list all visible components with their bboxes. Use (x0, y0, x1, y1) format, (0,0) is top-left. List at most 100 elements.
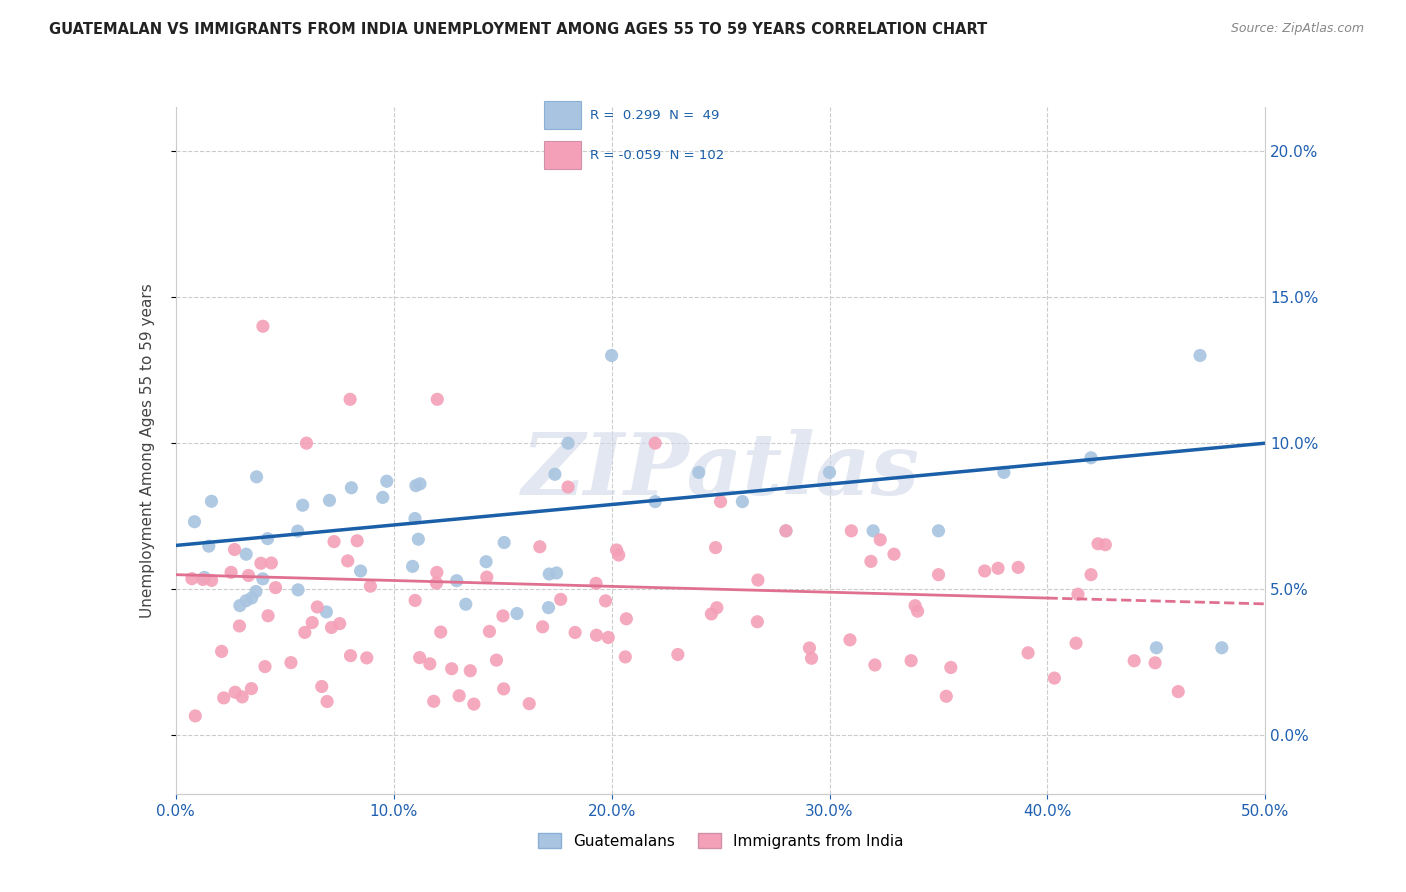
Point (323, 534, 346, 549)
Point (1211, 640, 1233, 655)
Point (301, 615, 323, 630)
Point (426, 566, 449, 580)
Point (614, 612, 637, 626)
Point (987, 561, 1010, 575)
Point (1144, 640, 1167, 655)
Point (869, 533, 891, 547)
Point (316, 694, 339, 708)
Point (1189, 349, 1212, 363)
Point (1067, 587, 1090, 601)
Point (475, 570, 498, 584)
Point (644, 494, 666, 508)
Point (212, 690, 235, 705)
Point (600, 349, 623, 363)
Point (426, 392, 449, 407)
Point (475, 555, 498, 569)
Point (321, 620, 343, 634)
Bar (544, 141, 581, 169)
Point (747, 573, 769, 587)
Point (224, 685, 246, 699)
Point (607, 548, 630, 562)
Point (256, 532, 278, 546)
Point (240, 591, 263, 605)
Point (229, 599, 252, 613)
Point (280, 656, 302, 670)
Point (201, 574, 224, 588)
Point (287, 582, 309, 597)
Point (371, 491, 394, 505)
Point (700, 607, 723, 621)
Point (405, 478, 427, 492)
Point (644, 436, 666, 450)
Point (907, 604, 929, 618)
Point (211, 644, 233, 658)
Point (291, 498, 314, 512)
Point (841, 524, 863, 538)
Point (245, 470, 267, 484)
Point (546, 566, 568, 580)
Point (359, 579, 381, 593)
Point (688, 466, 710, 480)
Point (939, 660, 962, 674)
Point (517, 697, 540, 711)
Point (336, 554, 359, 568)
Point (340, 481, 363, 495)
Point (478, 624, 501, 639)
Point (408, 650, 430, 665)
Point (307, 599, 329, 614)
Point (564, 625, 586, 640)
Point (356, 651, 378, 665)
Point (585, 576, 607, 591)
Point (492, 681, 515, 696)
Point (598, 631, 620, 645)
Point (287, 524, 309, 538)
Point (904, 599, 927, 613)
Point (1043, 671, 1066, 685)
Point (454, 597, 477, 611)
Point (1144, 656, 1167, 670)
Point (557, 436, 579, 450)
Point (1080, 450, 1102, 465)
Point (200, 494, 222, 508)
Point (235, 593, 257, 607)
Point (973, 564, 995, 578)
Point (191, 573, 214, 587)
Point (250, 556, 273, 570)
Point (863, 658, 886, 673)
Point (180, 572, 202, 586)
Point (531, 620, 554, 634)
Point (775, 524, 797, 538)
Point (375, 474, 398, 488)
Point (1017, 646, 1039, 660)
Point (253, 659, 276, 673)
Point (408, 532, 430, 546)
Point (264, 581, 287, 595)
Point (295, 436, 318, 450)
Point (238, 568, 260, 582)
Point (257, 608, 280, 623)
Point (349, 564, 371, 578)
Point (883, 547, 905, 561)
Point (1094, 538, 1116, 552)
Text: R =  0.299  N =  49: R = 0.299 N = 49 (591, 109, 720, 121)
Point (429, 625, 451, 640)
Point (219, 566, 242, 580)
Point (318, 493, 340, 508)
Point (731, 494, 754, 508)
Point (440, 662, 463, 676)
Point (260, 556, 283, 570)
Legend: Guatemalans, Immigrants from India: Guatemalans, Immigrants from India (531, 827, 910, 855)
Y-axis label: Unemployment Among Ages 55 to 59 years: Unemployment Among Ages 55 to 59 years (141, 283, 155, 618)
Point (419, 657, 441, 671)
Point (859, 554, 882, 568)
Point (198, 539, 221, 553)
Point (494, 535, 516, 549)
Point (329, 616, 352, 631)
Point (240, 681, 263, 696)
Point (458, 664, 481, 678)
Point (666, 648, 689, 662)
Point (252, 319, 274, 334)
Point (339, 648, 361, 663)
Point (463, 697, 485, 711)
Point (1007, 560, 1029, 574)
